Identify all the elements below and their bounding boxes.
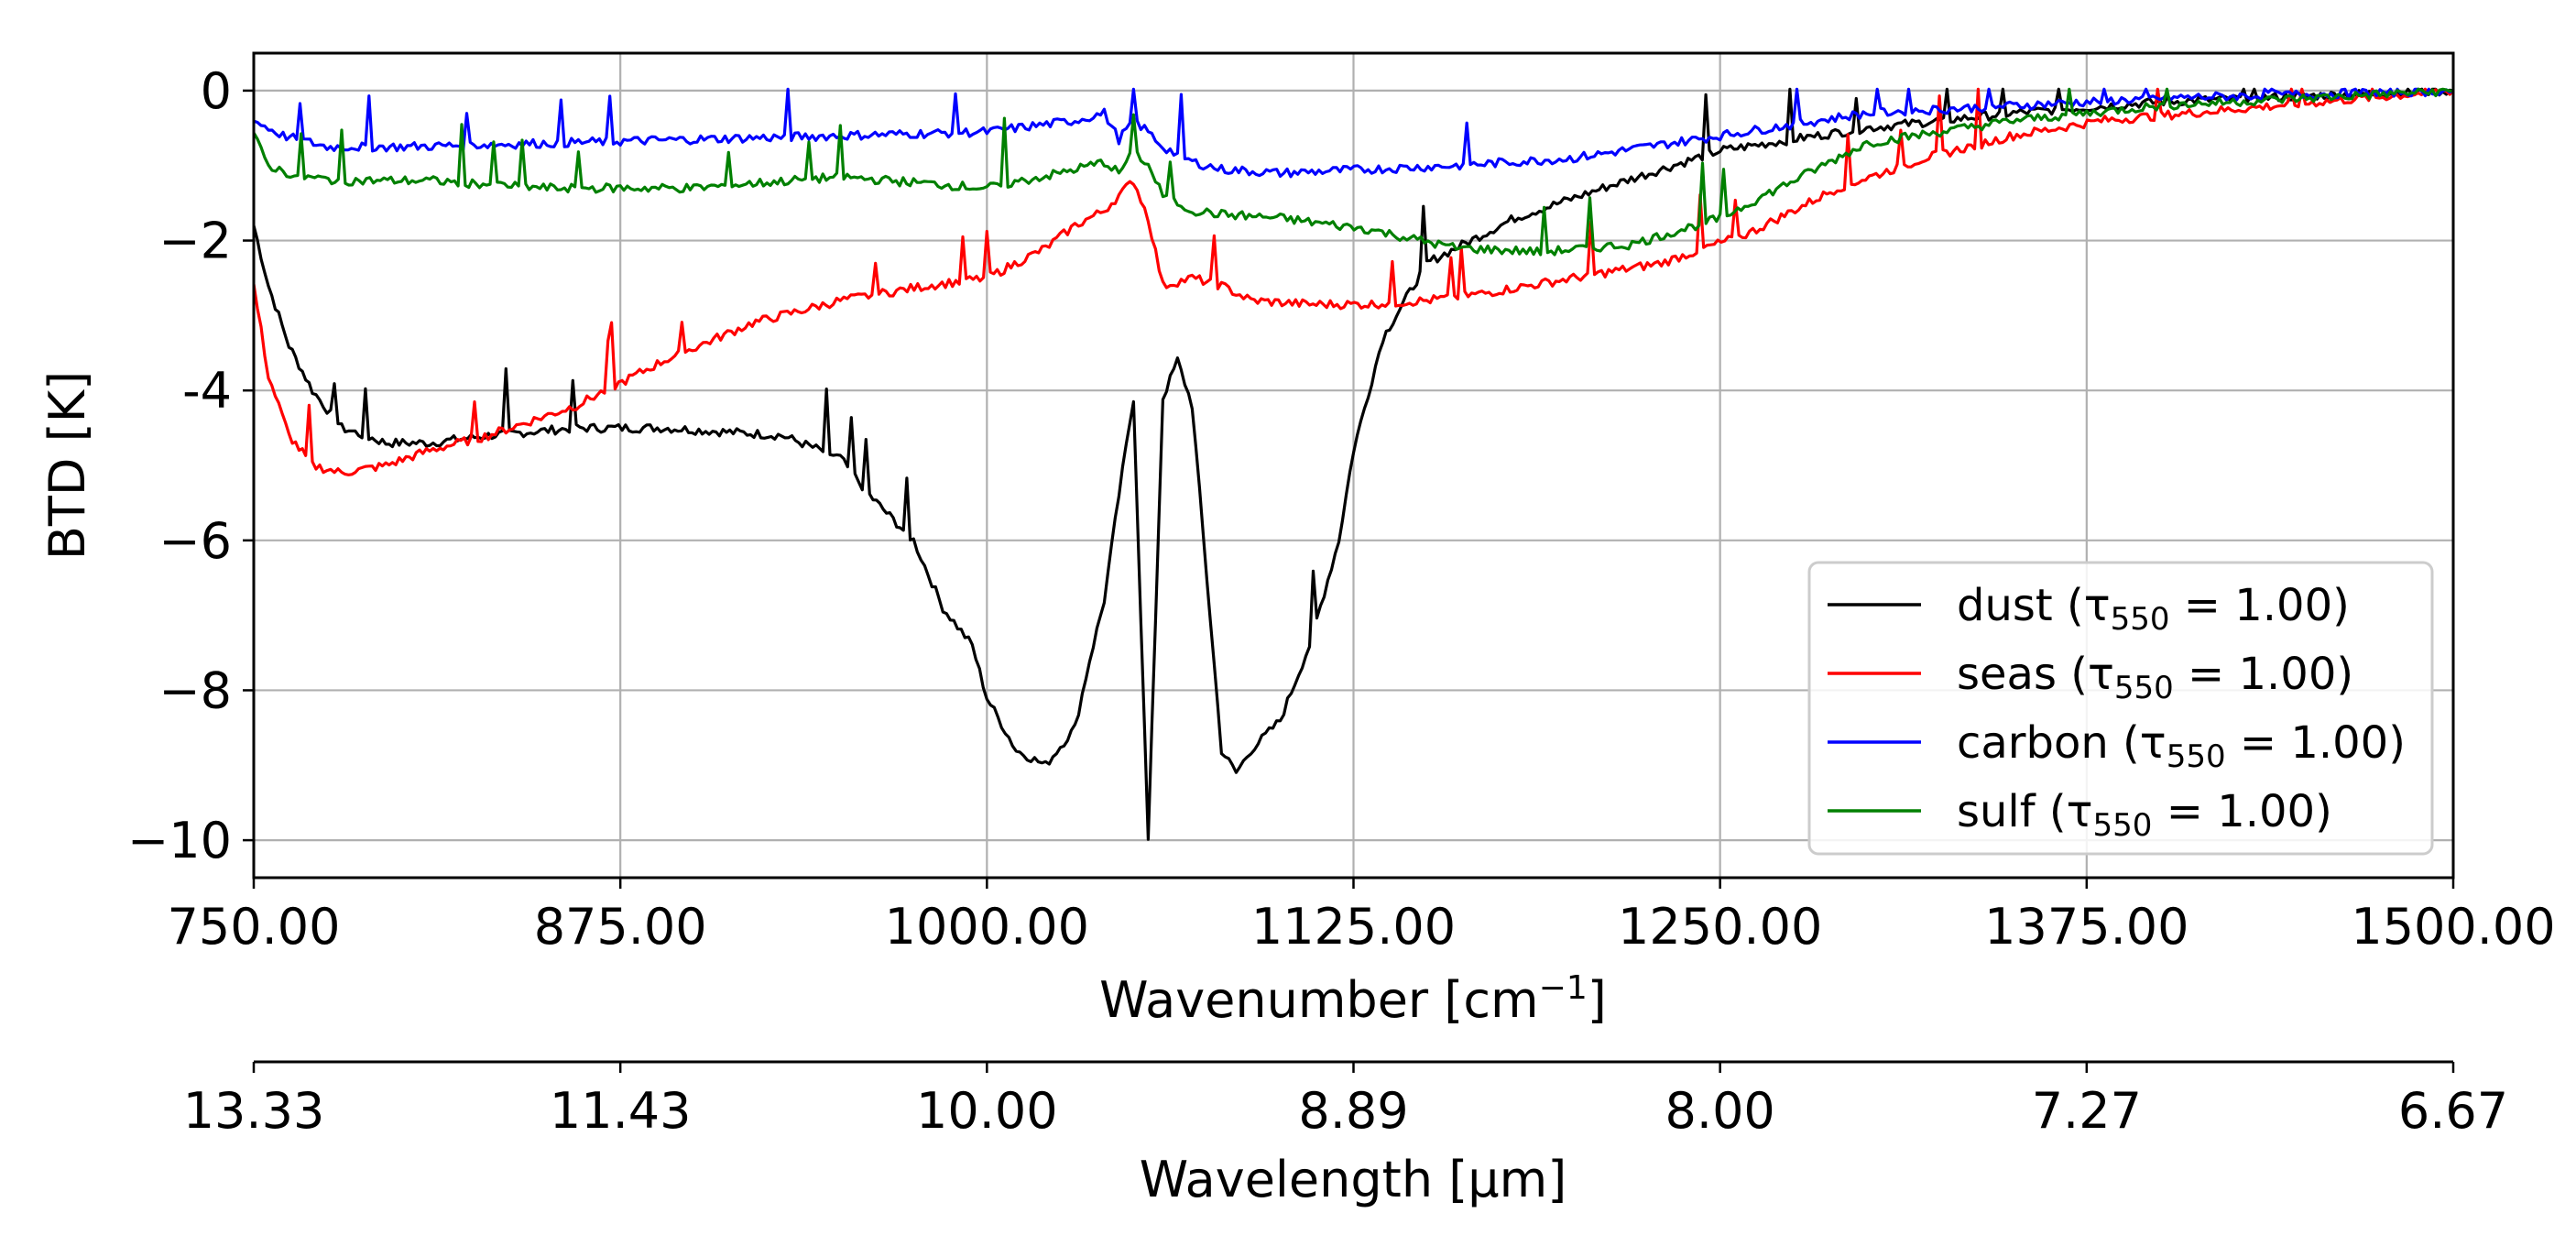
secondary-tick-label: 6.67: [2398, 1082, 2508, 1140]
legend-label-dust: dust (τ550 = 1.00): [1957, 580, 2350, 638]
x-tick-label: 1125.00: [1251, 898, 1456, 956]
secondary-axis-label: Wavelength [µm]: [1140, 1151, 1567, 1208]
y-tick-label: −10: [127, 812, 232, 869]
series-lines: [254, 87, 2453, 841]
x-tick-label: 1375.00: [1984, 898, 2189, 956]
x-tick-label: 875.00: [534, 898, 707, 956]
y-tick-label: −2: [158, 213, 232, 270]
secondary-tick-label: 13.33: [183, 1082, 325, 1140]
legend-box: [1807, 561, 2434, 856]
x-axis-label-tail: ]: [1588, 971, 1607, 1029]
y-tick-label: −8: [158, 661, 232, 719]
x-tick-label: 750.00: [168, 898, 341, 956]
series-dust-line: [254, 87, 2453, 841]
legend: dust (τ550 = 1.00) seas (τ550 = 1.00) carb…: [1807, 561, 2434, 856]
secondary-tick-label: 8.00: [1665, 1082, 1775, 1140]
x-tick-label: 1000.00: [885, 898, 1089, 956]
legend-label-sulf: sulf (τ550 = 1.00): [1957, 786, 2332, 844]
x-axis-ticks: 750.00 875.00 1000.00 1125.00 1250.00 1375.00…: [168, 878, 2556, 956]
secondary-tick-label: 8.89: [1298, 1082, 1408, 1140]
secondary-tick-label: 11.43: [550, 1082, 692, 1140]
x-tick-label: 1250.00: [1618, 898, 1822, 956]
y-axis-ticks: 0 −2 -4 −6 −8 −10: [127, 62, 254, 869]
y-tick-label: 0: [201, 62, 232, 120]
x-axis-label-superscript: −1: [1539, 969, 1588, 1007]
y-tick-label: −6: [158, 512, 232, 570]
y-axis-label: BTD [K]: [38, 371, 96, 560]
series-seas-line: [254, 87, 2453, 476]
x-tick-label: 1500.00: [2351, 898, 2555, 956]
legend-label-carbon: carbon (τ550 = 1.00): [1957, 717, 2406, 775]
x-axis-label: Wavenumber [cm−1]: [1099, 969, 1607, 1029]
secondary-axis-ticks: 13.33 11.43 10.00 8.89 8.00 7.27 6.67: [183, 1062, 2508, 1140]
series-sulf-line: [254, 87, 2453, 257]
series-carbon-line: [254, 87, 2453, 179]
legend-label-seas: seas (τ550 = 1.00): [1957, 649, 2353, 706]
x-axis-label-main: Wavenumber [cm: [1099, 971, 1539, 1029]
y-tick-label: -4: [182, 362, 232, 420]
secondary-tick-label: 7.27: [2032, 1082, 2142, 1140]
secondary-tick-label: 10.00: [916, 1082, 1058, 1140]
